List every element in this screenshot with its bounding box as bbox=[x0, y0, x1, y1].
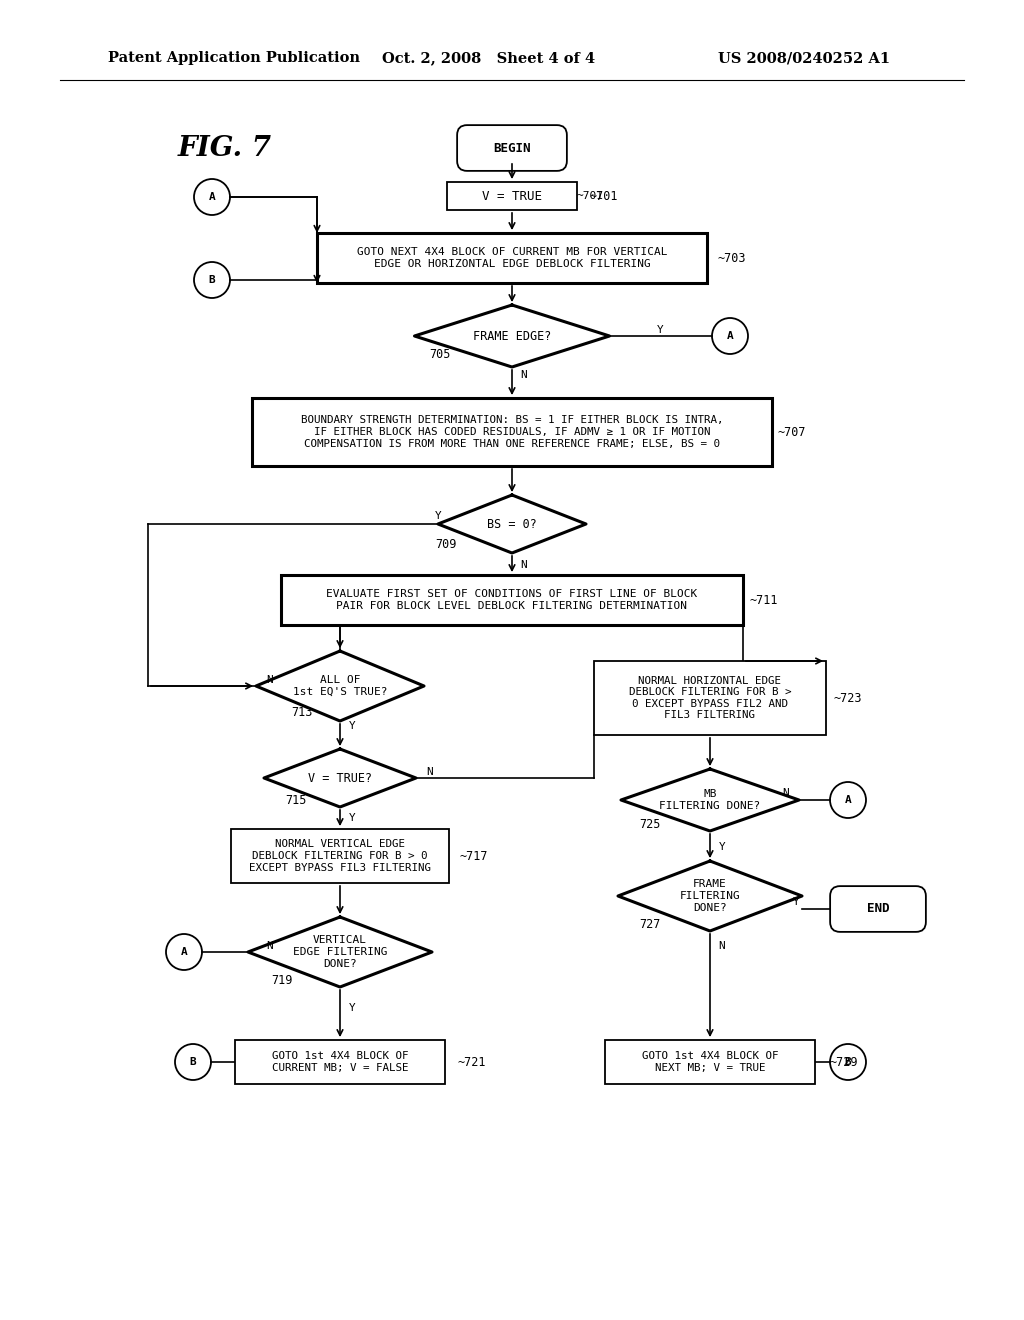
Text: N: N bbox=[427, 767, 433, 777]
Polygon shape bbox=[621, 770, 799, 832]
Text: ~723: ~723 bbox=[834, 692, 862, 705]
Text: V = TRUE: V = TRUE bbox=[482, 190, 542, 202]
Text: N: N bbox=[782, 788, 790, 799]
Text: N: N bbox=[520, 370, 527, 380]
Polygon shape bbox=[415, 305, 609, 367]
Text: ALL OF
1st EQ'S TRUE?: ALL OF 1st EQ'S TRUE? bbox=[293, 676, 387, 697]
Text: 725: 725 bbox=[639, 817, 660, 830]
Text: ~717: ~717 bbox=[460, 850, 488, 862]
Text: END: END bbox=[866, 903, 889, 916]
Text: FIG. 7: FIG. 7 bbox=[178, 135, 272, 161]
Text: Y: Y bbox=[719, 842, 725, 851]
Text: Patent Application Publication: Patent Application Publication bbox=[108, 51, 360, 65]
Text: US 2008/0240252 A1: US 2008/0240252 A1 bbox=[718, 51, 890, 65]
Text: N: N bbox=[719, 941, 725, 950]
Text: ~729: ~729 bbox=[830, 1056, 858, 1068]
Bar bbox=[252, 399, 772, 466]
Text: NORMAL HORIZONTAL EDGE
DEBLOCK FILTERING FOR B >
0 EXCEPT BYPASS FIL2 AND
FIL3 F: NORMAL HORIZONTAL EDGE DEBLOCK FILTERING… bbox=[629, 676, 792, 721]
Text: ~721: ~721 bbox=[458, 1056, 486, 1068]
Text: NORMAL VERTICAL EDGE
DEBLOCK FILTERING FOR B > 0
EXCEPT BYPASS FIL3 FILTERING: NORMAL VERTICAL EDGE DEBLOCK FILTERING F… bbox=[249, 840, 431, 873]
Text: A: A bbox=[180, 946, 187, 957]
Text: GOTO NEXT 4X4 BLOCK OF CURRENT MB FOR VERTICAL
EDGE OR HORIZONTAL EDGE DEBLOCK F: GOTO NEXT 4X4 BLOCK OF CURRENT MB FOR VE… bbox=[356, 247, 668, 269]
Bar bbox=[317, 234, 707, 282]
Polygon shape bbox=[618, 861, 802, 931]
FancyBboxPatch shape bbox=[457, 125, 567, 170]
Text: ~707: ~707 bbox=[778, 425, 807, 438]
Text: V = TRUE?: V = TRUE? bbox=[308, 771, 372, 784]
Text: N: N bbox=[266, 941, 273, 950]
Text: ~703: ~703 bbox=[718, 252, 746, 264]
Text: Y: Y bbox=[793, 898, 800, 907]
Polygon shape bbox=[264, 748, 416, 807]
Bar bbox=[231, 829, 449, 883]
Polygon shape bbox=[256, 651, 424, 721]
Text: BOUNDARY STRENGTH DETERMINATION: BS = 1 IF EITHER BLOCK IS INTRA,
IF EITHER BLOC: BOUNDARY STRENGTH DETERMINATION: BS = 1 … bbox=[301, 416, 723, 449]
Text: 715: 715 bbox=[286, 793, 306, 807]
Text: Y: Y bbox=[348, 1003, 355, 1012]
Text: A: A bbox=[727, 331, 733, 341]
Text: ~711: ~711 bbox=[749, 594, 777, 606]
Text: GOTO 1st 4X4 BLOCK OF
CURRENT MB; V = FALSE: GOTO 1st 4X4 BLOCK OF CURRENT MB; V = FA… bbox=[271, 1051, 409, 1073]
Text: 713: 713 bbox=[291, 705, 312, 718]
Bar bbox=[594, 661, 826, 735]
Text: B: B bbox=[845, 1057, 851, 1067]
Bar bbox=[234, 1040, 445, 1084]
Text: Y: Y bbox=[348, 721, 355, 731]
Text: MB
FILTERING DONE?: MB FILTERING DONE? bbox=[659, 789, 761, 810]
Text: N: N bbox=[266, 675, 273, 685]
Text: VERTICAL
EDGE FILTERING
DONE?: VERTICAL EDGE FILTERING DONE? bbox=[293, 936, 387, 969]
Polygon shape bbox=[248, 917, 432, 987]
Text: N: N bbox=[520, 560, 527, 570]
FancyBboxPatch shape bbox=[830, 886, 926, 932]
Text: A: A bbox=[209, 191, 215, 202]
Bar bbox=[605, 1040, 815, 1084]
Text: Y: Y bbox=[348, 813, 355, 822]
Text: BS = 0?: BS = 0? bbox=[487, 517, 537, 531]
Text: ~701: ~701 bbox=[590, 190, 618, 202]
Polygon shape bbox=[438, 495, 586, 553]
Text: B: B bbox=[189, 1057, 197, 1067]
Text: Oct. 2, 2008   Sheet 4 of 4: Oct. 2, 2008 Sheet 4 of 4 bbox=[382, 51, 595, 65]
Text: ~701: ~701 bbox=[577, 191, 603, 201]
Text: BEGIN: BEGIN bbox=[494, 141, 530, 154]
Text: 719: 719 bbox=[271, 974, 293, 986]
Text: FRAME EDGE?: FRAME EDGE? bbox=[473, 330, 551, 342]
Text: GOTO 1st 4X4 BLOCK OF
NEXT MB; V = TRUE: GOTO 1st 4X4 BLOCK OF NEXT MB; V = TRUE bbox=[642, 1051, 778, 1073]
Text: EVALUATE FIRST SET OF CONDITIONS OF FIRST LINE OF BLOCK
PAIR FOR BLOCK LEVEL DEB: EVALUATE FIRST SET OF CONDITIONS OF FIRS… bbox=[327, 589, 697, 611]
Text: 705: 705 bbox=[429, 347, 451, 360]
Text: B: B bbox=[209, 275, 215, 285]
Text: 709: 709 bbox=[435, 537, 457, 550]
Text: Y: Y bbox=[656, 325, 664, 335]
Bar bbox=[281, 576, 743, 624]
Bar bbox=[447, 182, 577, 210]
Text: FRAME
FILTERING
DONE?: FRAME FILTERING DONE? bbox=[680, 879, 740, 912]
Text: A: A bbox=[845, 795, 851, 805]
Text: Y: Y bbox=[434, 511, 441, 521]
Text: 727: 727 bbox=[639, 917, 660, 931]
